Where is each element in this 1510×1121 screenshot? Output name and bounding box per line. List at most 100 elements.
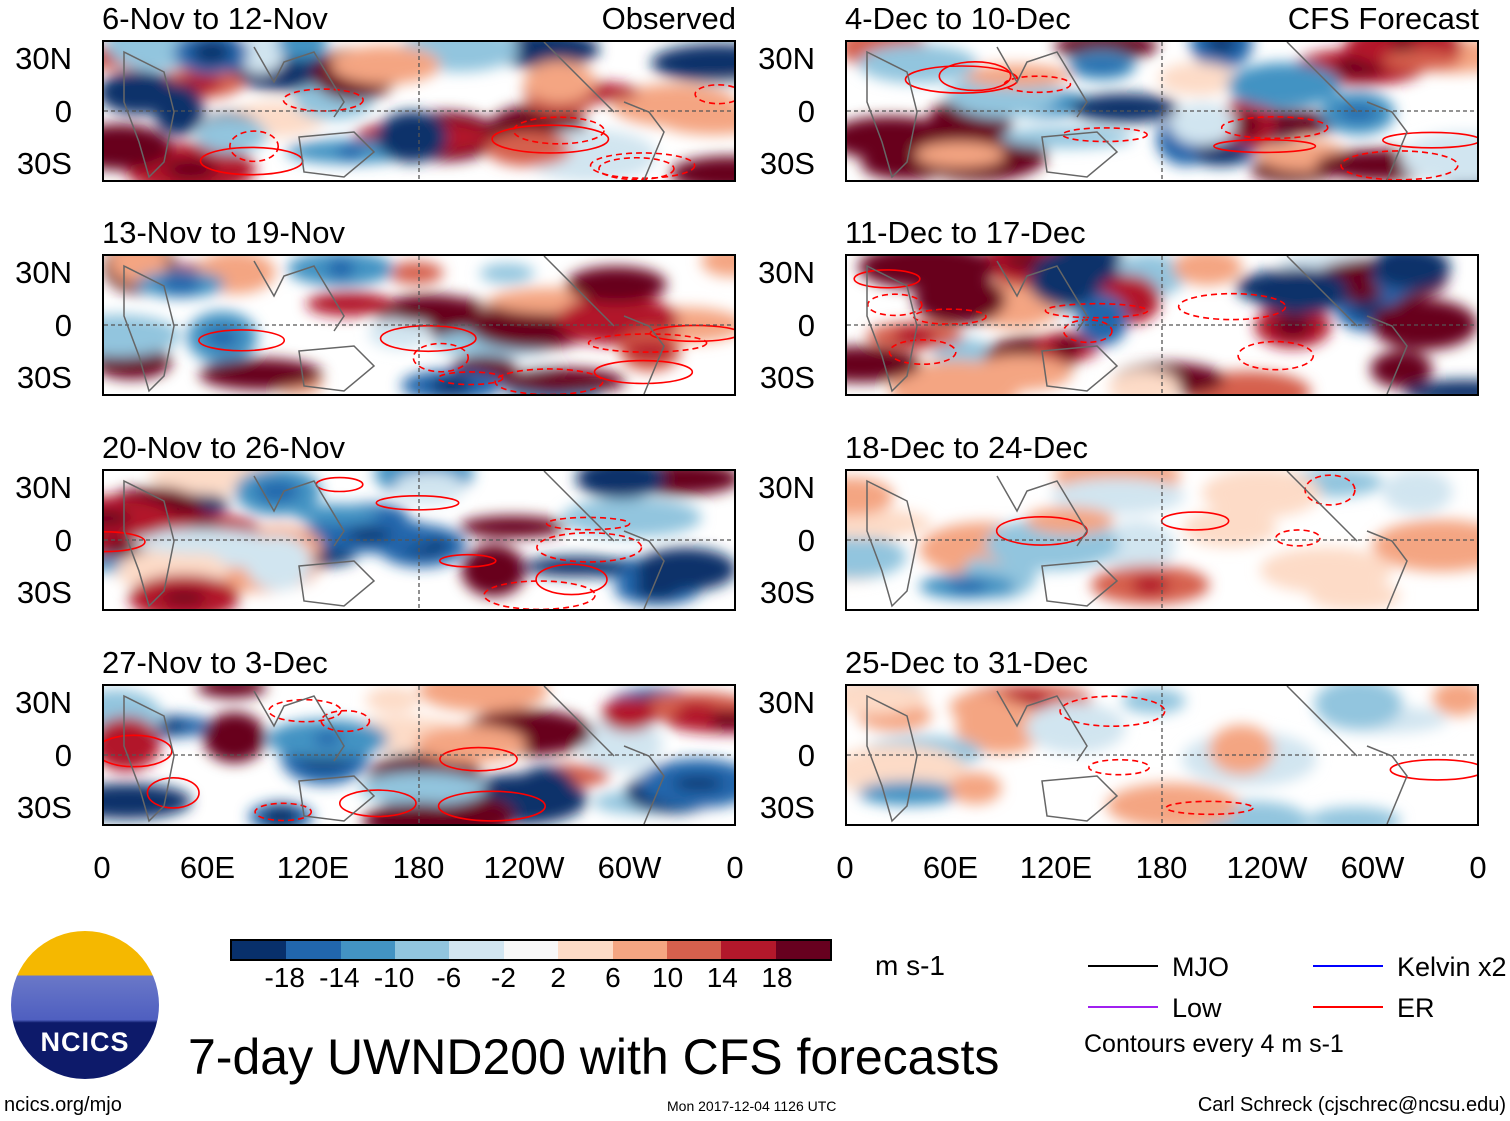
lat-tick-label: 30N: [758, 255, 815, 290]
er-contour: [1061, 127, 1148, 143]
column-label: CFS Forecast: [1287, 1, 1479, 36]
er-contour: [1389, 758, 1477, 781]
lat-tick-label: 30N: [758, 41, 815, 76]
wind-anomaly-blob: [1227, 62, 1341, 109]
lon-tick-label: 180: [392, 850, 445, 885]
er-contour: [198, 329, 286, 352]
panel-title: 11-Dec to 17-Dec: [845, 215, 1086, 250]
lat-tick-label: 0: [797, 522, 815, 558]
wind-anomaly-blob: [858, 256, 997, 290]
wind-anomaly-core: [1272, 279, 1327, 303]
wind-anomaly-blob: [1051, 477, 1185, 515]
er-contour: [694, 83, 734, 105]
lat-tick-label: 30S: [16, 146, 72, 181]
er-contour: [587, 333, 708, 353]
colorbar-tick-label: 10: [652, 962, 684, 993]
panel-title: 20-Nov to 26-Nov: [102, 430, 345, 465]
lat-tick-label: 30N: [15, 470, 72, 505]
wind-anomaly-blob: [104, 496, 175, 541]
legend-label: ER: [1397, 993, 1435, 1023]
wind-anomaly-blob: [479, 263, 535, 284]
wind-anomaly-blob: [968, 354, 1073, 391]
wind-anomaly-core: [673, 776, 724, 791]
panel-title: 18-Dec to 24-Dec: [845, 430, 1088, 465]
colorbar-tick-label: 2: [550, 962, 566, 993]
colorbar-tick-label: -10: [373, 962, 415, 993]
wind-anomaly-core: [165, 158, 217, 180]
er-contour: [512, 116, 605, 145]
coastline: [123, 42, 665, 180]
wind-anomaly-core: [1274, 314, 1312, 338]
colorbar-swatch: [558, 941, 613, 959]
wind-anomaly-core: [209, 686, 254, 697]
footer-timestamp: Mon 2017-12-04 1126 UTC: [667, 1098, 837, 1114]
wind-anomaly-blob: [1025, 506, 1115, 535]
lat-tick-label: 30S: [16, 360, 72, 395]
wind-anomaly-blob: [651, 43, 734, 83]
lat-tick-label: 0: [54, 93, 72, 129]
coastline: [866, 686, 1408, 824]
wind-anomaly-blob: [1432, 686, 1477, 716]
colorbar-swatch: [775, 941, 830, 959]
coastline: [123, 471, 665, 609]
er-contour: [536, 531, 643, 563]
wind-anomaly-core: [710, 711, 734, 730]
footer-author: Carl Schreck (cjschrec@ncsu.edu): [1197, 1094, 1506, 1116]
wind-anomaly-core: [192, 42, 231, 65]
wind-anomaly-core: [1366, 156, 1395, 174]
wind-anomaly-core: [244, 366, 278, 382]
wind-anomaly-blob: [1172, 256, 1243, 286]
wind-anomaly-blob: [578, 717, 663, 771]
wind-anomaly-core: [1439, 384, 1477, 394]
wind-anomaly-core: [108, 355, 156, 369]
legend-line-mjo: [1088, 965, 1158, 967]
er-contour: [888, 339, 957, 366]
wind-anomaly-core: [947, 579, 988, 594]
contour-note: Contours every 4 m s-1: [1084, 1030, 1344, 1058]
wind-anomaly-blob: [858, 44, 978, 84]
map-panel: [845, 684, 1479, 826]
map-panel: [102, 684, 736, 826]
wind-anomaly-core: [1376, 361, 1427, 378]
wind-anomaly-core: [1075, 58, 1129, 73]
wind-anomaly-core: [519, 42, 568, 57]
wind-anomaly-blob: [358, 771, 487, 806]
wind-anomaly-blob: [1076, 293, 1128, 346]
wind-anomaly-blob: [418, 686, 549, 712]
panel-title: 25-Dec to 31-Dec: [845, 645, 1088, 680]
colorbar-tick-label: 6: [605, 962, 621, 993]
column-label: Observed: [601, 1, 736, 36]
wind-anomaly-blob: [1182, 509, 1277, 548]
colorbar-swatch: [395, 941, 450, 959]
er-contour: [853, 269, 921, 289]
wind-anomaly-blob: [1158, 62, 1238, 96]
wind-anomaly-core: [624, 340, 676, 360]
colorbar-swatch: [286, 941, 341, 959]
lon-tick-label: 120W: [1226, 850, 1308, 885]
lat-tick-label: 30N: [758, 470, 815, 505]
coastline: [866, 256, 1408, 394]
er-contour: [1059, 695, 1166, 728]
lat-tick-label: 0: [797, 93, 815, 129]
logo-text: NCICS: [40, 1027, 130, 1057]
er-contour: [438, 553, 497, 568]
wind-anomaly-blob: [1209, 724, 1274, 775]
colorbar-swatch: [612, 941, 667, 959]
er-contour: [491, 124, 610, 154]
wind-anomaly-core: [671, 560, 701, 579]
colorbar-swatch: [666, 941, 722, 959]
legend-label: MJO: [1172, 952, 1229, 982]
wind-anomaly-blob: [566, 266, 667, 303]
er-contour: [315, 476, 364, 493]
wind-anomaly-core: [347, 528, 392, 542]
coastline: [866, 42, 1408, 180]
wind-anomaly-blob: [949, 691, 1012, 723]
legend-label: Kelvin x2: [1397, 952, 1507, 982]
wind-anomaly-blob: [461, 544, 526, 597]
er-contour: [1003, 75, 1072, 94]
er-contour: [938, 61, 1012, 92]
colorbar-tick-label: -2: [491, 962, 516, 993]
er-contour: [375, 495, 460, 511]
lon-tick-label: 0: [726, 850, 744, 885]
wind-anomaly-core: [327, 257, 355, 280]
